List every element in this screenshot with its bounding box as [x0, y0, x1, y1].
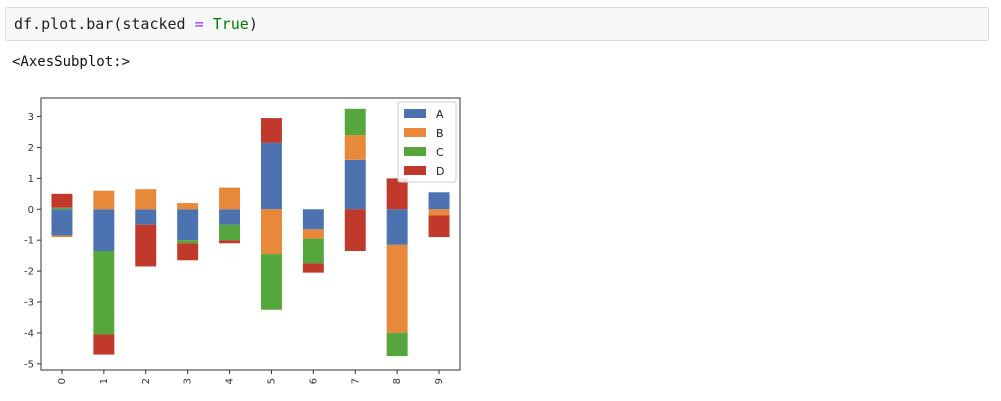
x-tick-label-0: 0 — [57, 378, 68, 384]
x-tick-label-4: 4 — [225, 378, 236, 384]
x-tick-label-8: 8 — [392, 378, 403, 384]
legend-swatch-B — [404, 128, 426, 137]
code-suffix: ) — [248, 15, 258, 33]
legend-label-D: D — [436, 165, 444, 178]
bar-B-5 — [260, 209, 282, 255]
bar-A-1 — [93, 209, 115, 251]
bar-A-0 — [51, 209, 73, 236]
bar-A-9 — [428, 192, 450, 210]
bar-D-1 — [93, 334, 115, 355]
code-line: df.plot.bar(stacked = True) — [14, 15, 258, 33]
bar-B-9 — [428, 209, 450, 216]
bar-D-9 — [428, 215, 450, 238]
code-space — [204, 15, 213, 33]
bar-B-7 — [344, 135, 366, 160]
y-tick-label-1: 1 — [28, 174, 34, 185]
legend-label-B: B — [436, 127, 444, 140]
y-tick-label--4: -4 — [24, 328, 34, 339]
bar-A-5 — [260, 142, 282, 210]
bar-D-8 — [386, 178, 408, 210]
x-tick-label-9: 9 — [434, 378, 445, 384]
bar-B-2 — [135, 189, 157, 210]
legend-label-C: C — [436, 146, 444, 159]
bar-B-3 — [177, 203, 199, 210]
chart-area: 0 1 2 3 4 5 6 7 8 9 -5 -4 -3 -2 -1 0 1 2 3 A B C D — [18, 90, 478, 395]
bar-A-3 — [177, 209, 199, 241]
x-tick-label-5: 5 — [266, 378, 277, 384]
bar-D-4 — [219, 240, 241, 244]
bar-A-6 — [302, 209, 324, 230]
bar-C-8 — [386, 332, 408, 357]
y-tick-label--2: -2 — [24, 267, 34, 278]
legend-swatch-A — [404, 109, 426, 118]
legend-box — [397, 101, 457, 183]
legend-swatch-D — [404, 166, 426, 175]
bar-C-4 — [219, 224, 241, 241]
x-tick-label-3: 3 — [183, 378, 194, 384]
bar-C-1 — [93, 251, 115, 335]
code-cell[interactable]: df.plot.bar(stacked = True) — [5, 7, 989, 41]
bar-D-5 — [260, 118, 282, 143]
bar-C-3 — [177, 240, 199, 244]
bar-D-7 — [344, 209, 366, 251]
y-tick-label--3: -3 — [24, 298, 34, 309]
plot-frame — [40, 97, 461, 371]
legend-swatch-C — [404, 147, 426, 156]
bar-B-6 — [302, 229, 324, 239]
bar-A-7 — [344, 159, 366, 210]
legend-label-A: A — [436, 108, 444, 121]
bar-B-8 — [386, 244, 408, 333]
bar-D-6 — [302, 263, 324, 273]
bar-B-4 — [219, 187, 241, 210]
y-tick-label-2: 2 — [28, 143, 34, 154]
bar-D-3 — [177, 243, 199, 261]
bar-C-0 — [51, 207, 73, 210]
bar-D-0 — [51, 193, 73, 208]
bar-D-2 — [135, 224, 157, 267]
y-tick-label--1: -1 — [24, 236, 34, 247]
code-keyword: True — [212, 15, 249, 33]
y-tick-label-3: 3 — [28, 112, 34, 123]
code-prefix: df.plot.bar(stacked — [14, 15, 195, 33]
output-text: <AxesSubplot:> — [12, 54, 131, 70]
bar-C-7 — [344, 108, 366, 136]
bar-A-8 — [386, 209, 408, 245]
bar-A-4 — [219, 209, 241, 225]
y-tick-label--5: -5 — [24, 359, 34, 370]
x-tick-label-7: 7 — [350, 378, 361, 384]
x-tick-label-6: 6 — [308, 378, 319, 384]
bar-B-0 — [51, 235, 73, 238]
bar-A-2 — [135, 209, 157, 225]
x-tick-label-1: 1 — [99, 378, 110, 384]
bar-B-1 — [93, 190, 115, 210]
y-tick-label-0: 0 — [28, 205, 34, 216]
x-tick-label-2: 2 — [141, 378, 152, 384]
bar-C-5 — [260, 254, 282, 310]
code-operator: = — [194, 15, 204, 33]
bar-C-6 — [302, 238, 324, 264]
